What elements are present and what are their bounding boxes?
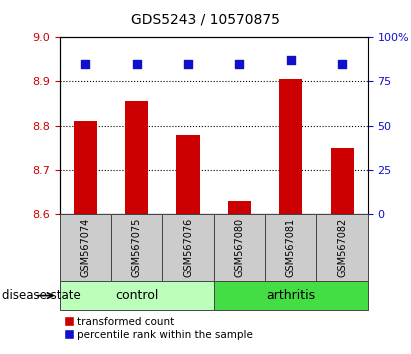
Bar <box>74 121 97 214</box>
Bar <box>228 201 251 214</box>
Bar <box>125 101 148 214</box>
Point <box>287 57 294 63</box>
Point <box>133 61 140 67</box>
Text: GSM567081: GSM567081 <box>286 218 296 278</box>
Point <box>185 61 192 67</box>
Point <box>236 61 242 67</box>
Text: GSM567076: GSM567076 <box>183 218 193 278</box>
Point <box>82 61 89 67</box>
Legend: transformed count, percentile rank within the sample: transformed count, percentile rank withi… <box>65 317 253 340</box>
Text: arthritis: arthritis <box>266 289 315 302</box>
Bar <box>265 214 316 281</box>
Bar <box>214 281 368 310</box>
Bar <box>214 214 265 281</box>
Text: GDS5243 / 10570875: GDS5243 / 10570875 <box>131 12 280 27</box>
Bar <box>162 214 214 281</box>
Text: GSM567075: GSM567075 <box>132 218 142 278</box>
Text: GSM567074: GSM567074 <box>80 218 90 278</box>
Point <box>339 61 346 67</box>
Bar <box>330 148 354 214</box>
Text: control: control <box>115 289 158 302</box>
Text: GSM567080: GSM567080 <box>234 218 245 278</box>
Bar <box>60 281 214 310</box>
Bar <box>279 79 302 214</box>
Text: disease state: disease state <box>2 289 81 302</box>
Bar <box>60 214 111 281</box>
Text: GSM567082: GSM567082 <box>337 218 347 278</box>
Bar <box>111 214 162 281</box>
Bar <box>176 135 200 214</box>
Bar <box>316 214 368 281</box>
